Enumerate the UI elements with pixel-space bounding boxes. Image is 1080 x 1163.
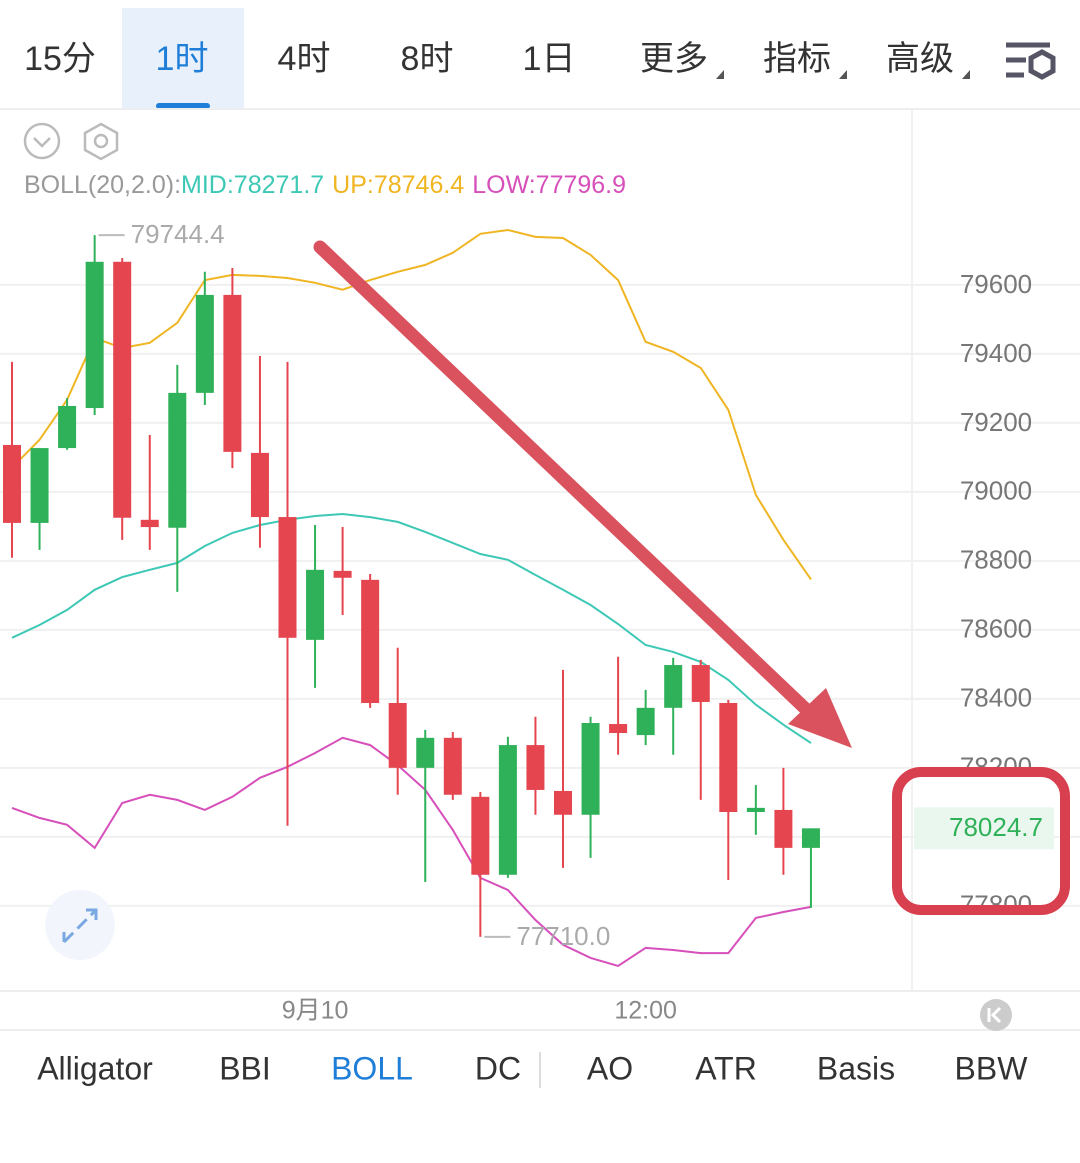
scroll-back-button[interactable] [980,999,1012,1031]
candle-body [416,737,435,768]
candle-body [691,665,710,702]
arrow-shaft [313,240,819,722]
indicator-tab[interactable]: BBW [955,1050,1029,1086]
indicator-tab[interactable]: Basis [817,1050,895,1086]
indicator-tab[interactable]: BBI [219,1050,271,1086]
indicator-low: LOW:77796.9 [472,171,626,199]
candle-body [774,809,793,848]
button-bg [980,999,1012,1031]
y-tick-label: 79400 [960,338,1032,368]
highlight-box [892,767,1070,915]
indicator-labels: BOLL(20,2.0):MID:78271.7 UP:78746.4 LOW:77… [24,171,626,199]
indicator-up: UP:78746.4 [332,171,464,199]
expand-button[interactable] [45,890,115,960]
indicator-tab[interactable]: AO [587,1050,633,1086]
icon-hex [83,122,119,161]
candle-body [801,828,820,848]
x-tick-label: 12:00 [614,997,677,1025]
y-tick-label: 79600 [960,269,1032,299]
candle-body [719,702,738,812]
candle-body [85,261,104,409]
dropdown-marker [962,70,970,79]
candle-body [609,724,628,734]
candle-body [443,737,462,795]
indicator-tab[interactable]: DC [475,1050,521,1086]
y-tick-label: 78600 [960,614,1032,644]
band-line [11,736,812,967]
timeframe-tab[interactable]: 1时 [156,40,209,78]
candle-body [471,796,490,875]
candle-body [581,722,600,815]
icon-chevron [33,137,51,148]
candle-body [388,702,407,768]
timeframe-tab[interactable]: 更多 [640,40,708,78]
candle-body [498,745,517,875]
settings-icon[interactable] [1006,42,1056,80]
candle-body [140,519,159,528]
timeframe-tab[interactable]: 指标 [763,40,831,78]
y-tick-label: 79200 [960,407,1032,437]
last-price-label: 78024.7 [949,812,1043,842]
y-tick-label: 78200 [960,752,1032,782]
candle-body [3,444,21,523]
candle-body [636,707,655,736]
candle-body [306,569,325,640]
candle-body [333,570,352,578]
collapse-icon[interactable] [23,122,61,160]
timeframe-tab[interactable]: 4时 [278,40,331,78]
icon-arrow [86,908,98,920]
x-tick-label: 9月10 [282,997,349,1025]
candle-body [361,579,380,703]
candle-body [113,261,132,518]
timeframe-tab[interactable]: 高级 [886,40,954,78]
candle-body [664,665,683,708]
candle-body [168,392,187,528]
icon-circle [93,133,109,149]
candle-body [526,745,545,790]
indicator-mid: MID:78271.7 [181,171,324,199]
icon-circle [23,122,61,160]
candle-body [30,448,49,523]
candle-body [250,452,269,518]
active-tab-bg [122,8,244,108]
icon [990,1006,1002,1024]
indicator-tab[interactable]: ATR [695,1050,757,1086]
arrow-head [788,688,852,748]
y-tick-label: 78800 [960,545,1032,575]
y-tick-label: 78400 [960,683,1032,713]
timeframe-tab[interactable]: 15分 [24,40,96,78]
settings-hex-icon[interactable] [83,122,119,161]
active-tab-indicator [156,103,210,109]
candle-body [554,790,572,815]
dropdown-marker [839,70,847,79]
candle-body [58,405,77,449]
extreme-label: 79744.4 [131,219,225,249]
candle-body [746,807,765,812]
candle-body [223,294,242,452]
icon-hex [1028,49,1056,80]
extreme-label: 77710.0 [516,921,610,951]
last-price-bg [914,807,1054,850]
band-line [11,512,812,744]
timeframe-tab[interactable]: 8时 [401,40,454,78]
trend-arrow [313,240,852,748]
y-tick-label: 77800 [960,890,1032,920]
band-line [11,228,812,580]
candle-body [195,294,214,393]
candle-body [278,517,297,638]
timeframe-tab[interactable]: 1日 [523,40,576,78]
indicator-name: BOLL(20,2.0): [24,171,181,199]
indicator-tab[interactable]: Alligator [37,1050,153,1086]
indicator-tab[interactable]: BOLL [331,1050,413,1086]
icon-arrow [62,908,98,944]
dropdown-marker [716,70,724,79]
y-tick-label: 79000 [960,476,1032,506]
